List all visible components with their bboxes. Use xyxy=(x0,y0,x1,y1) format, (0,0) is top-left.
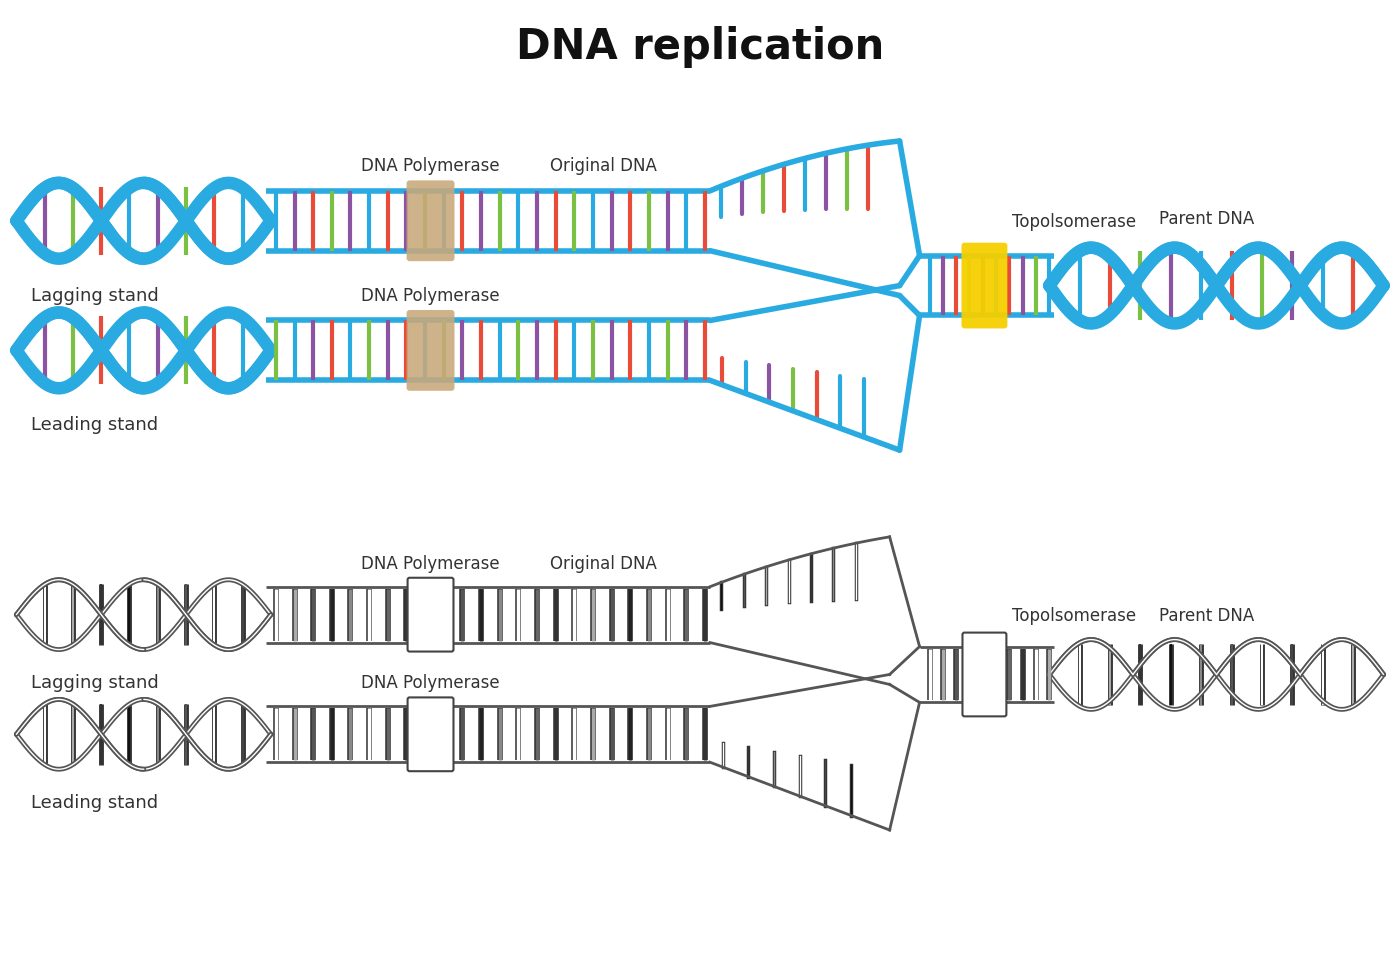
FancyBboxPatch shape xyxy=(407,698,454,771)
Text: Parent DNA: Parent DNA xyxy=(1159,607,1254,624)
FancyBboxPatch shape xyxy=(962,243,1008,328)
Text: DNA Polymerase: DNA Polymerase xyxy=(361,287,500,305)
Text: Leading stand: Leading stand xyxy=(31,416,158,434)
FancyBboxPatch shape xyxy=(962,633,1007,716)
Text: Lagging stand: Lagging stand xyxy=(31,674,160,693)
Text: Topolsomerase: Topolsomerase xyxy=(1012,213,1137,230)
Text: Topolsomerase: Topolsomerase xyxy=(1012,607,1137,624)
Text: DNA Polymerase: DNA Polymerase xyxy=(361,555,500,572)
FancyBboxPatch shape xyxy=(406,310,455,391)
Text: DNA Polymerase: DNA Polymerase xyxy=(361,674,500,693)
Text: Original DNA: Original DNA xyxy=(550,158,657,175)
Text: DNA replication: DNA replication xyxy=(515,26,885,69)
FancyBboxPatch shape xyxy=(407,578,454,652)
Text: Leading stand: Leading stand xyxy=(31,794,158,812)
Text: Lagging stand: Lagging stand xyxy=(31,286,160,305)
FancyBboxPatch shape xyxy=(406,180,455,261)
Text: DNA Polymerase: DNA Polymerase xyxy=(361,158,500,175)
Text: Parent DNA: Parent DNA xyxy=(1159,210,1254,227)
Text: Original DNA: Original DNA xyxy=(550,555,657,572)
